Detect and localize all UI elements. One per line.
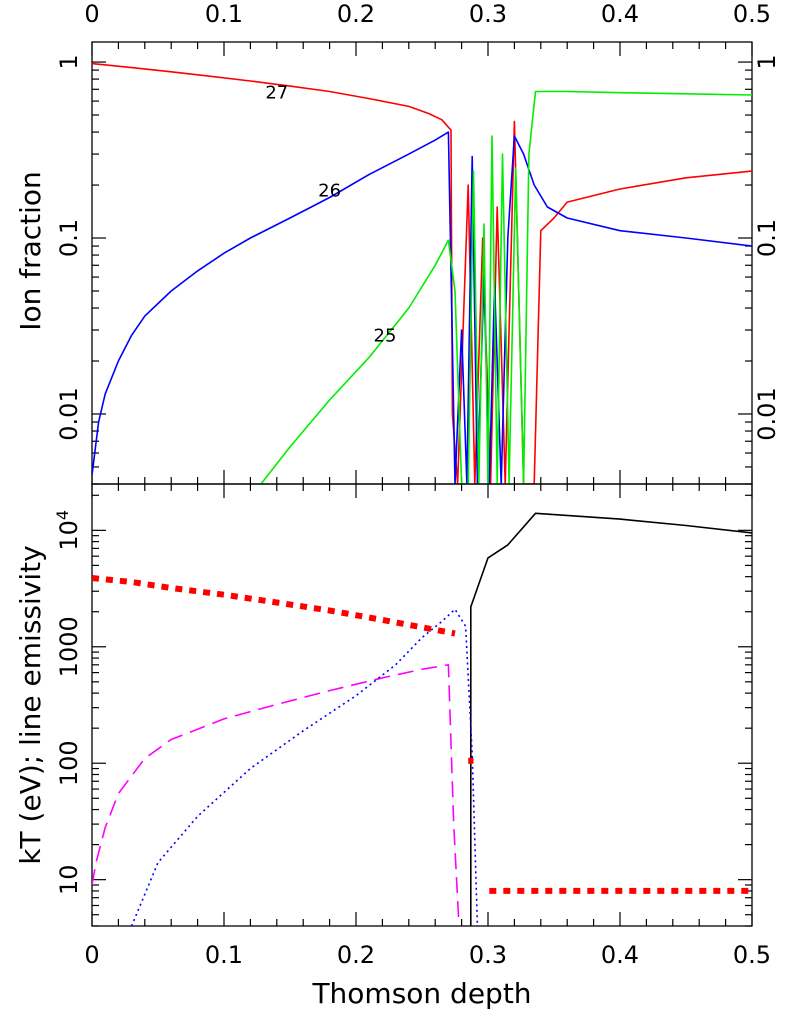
- y-tick-label: 1000: [55, 616, 83, 677]
- y-tick-label: 0.01: [55, 387, 83, 440]
- y-tick-label: 0.1: [55, 219, 83, 257]
- x-tick-label: 0.5: [733, 941, 771, 969]
- ion-stage-label: 26: [318, 181, 341, 202]
- ion-fraction-axis-title: Ion fraction: [14, 171, 47, 331]
- series-line: [260, 90, 752, 484]
- top-panel-ticks: [91, 42, 753, 485]
- x-tick-label: 0.2: [337, 941, 375, 969]
- series-line: [92, 575, 456, 637]
- bottom-panel-y-tick-labels: 10 100 1000 104: [53, 510, 83, 895]
- y-tick-label-exponent: 4: [53, 510, 72, 520]
- series-line: [92, 663, 460, 926]
- x-tick-label: 0.2: [337, 0, 375, 28]
- x-tick-label: 0.4: [601, 0, 639, 28]
- bottom-panel-series: [92, 512, 752, 926]
- series-line: [469, 512, 752, 926]
- thomson-depth-axis-title: Thomson depth: [311, 977, 531, 1010]
- y-tick-label: 10: [55, 864, 83, 895]
- x-tick-label: 0: [84, 941, 99, 969]
- temperature-emissivity-panel: 10 100 1000 104 kT (eV); line emissivity: [14, 483, 753, 927]
- top-panel-frame: [91, 41, 753, 485]
- series-line: [92, 131, 752, 484]
- top-panel-y-tick-labels: 0.01 0.1 1: [55, 54, 83, 440]
- y-tick-label: 104: [53, 510, 83, 551]
- x-tick-label: 0.4: [601, 941, 639, 969]
- ion-stage-label: 25: [374, 325, 397, 346]
- x-tick-label: 0: [84, 0, 99, 28]
- y-tick-label: 0.01: [753, 387, 781, 440]
- y-tick-label: 1: [753, 54, 781, 69]
- y-tick-label: 0.1: [753, 219, 781, 257]
- top-panel-series: [92, 62, 752, 484]
- top-x-tick-labels: 0 0.1 0.2 0.3 0.4 0.5: [84, 0, 771, 28]
- x-tick-label: 0.5: [733, 0, 771, 28]
- ion-fraction-panel: 0.01 0.1 1 0.01 0.1 1 27 26 25 Ion fraction: [14, 41, 781, 485]
- bottom-panel-ticks: [91, 484, 753, 927]
- x-tick-label: 0.3: [469, 941, 507, 969]
- series-line: [130, 608, 479, 926]
- series-line: [92, 62, 752, 484]
- kt-emissivity-axis-title: kT (eV); line emissivity: [14, 545, 47, 864]
- bottom-x-tick-labels: 0 0.1 0.2 0.3 0.4 0.5: [84, 941, 771, 969]
- x-tick-label: 0.1: [205, 941, 243, 969]
- ion-stage-annotations: 27 26 25: [265, 83, 396, 347]
- ion-stage-label: 27: [265, 83, 288, 104]
- top-panel-right-y-tick-labels: 0.01 0.1 1: [753, 54, 781, 440]
- y-tick-label: 100: [55, 740, 83, 786]
- y-tick-label: 1: [55, 54, 83, 69]
- bottom-panel-frame: [91, 483, 753, 927]
- x-tick-label: 0.1: [205, 0, 243, 28]
- x-tick-label: 0.3: [469, 0, 507, 28]
